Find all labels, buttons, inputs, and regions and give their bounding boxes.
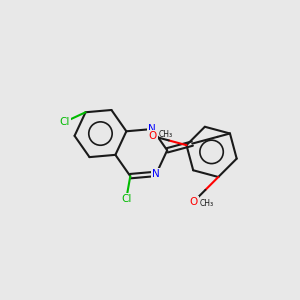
- Text: CH₃: CH₃: [200, 199, 214, 208]
- Text: Cl: Cl: [121, 194, 131, 204]
- Text: CH₃: CH₃: [159, 130, 173, 139]
- Text: N: N: [148, 124, 156, 134]
- Text: N: N: [152, 169, 160, 179]
- Text: Cl: Cl: [59, 117, 70, 127]
- Text: O: O: [148, 131, 157, 141]
- Text: O: O: [189, 197, 198, 207]
